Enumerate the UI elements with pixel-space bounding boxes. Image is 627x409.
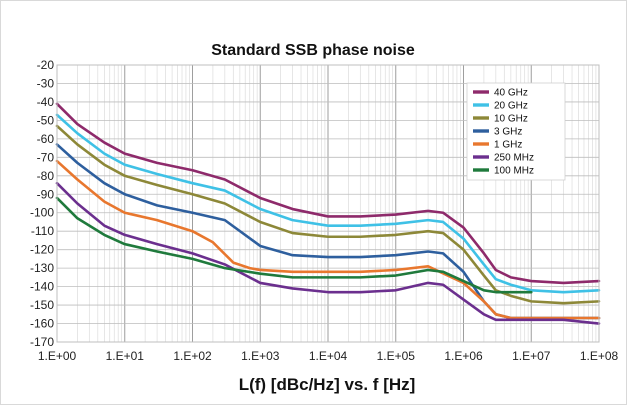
x-axis-ticks: 1.E+00 1.E+01 1.E+02 1.E+03 1.E+04 1.E+05 1.E+… — [38, 349, 619, 363]
series-line — [55, 196, 533, 294]
legend-label: 100 MHz — [494, 166, 534, 177]
y-tick-label: -110 — [31, 224, 54, 238]
series-line — [55, 113, 601, 294]
x-tick-label: 1.E+08 — [580, 349, 619, 363]
y-axis-ticks: -20 -30 -40 -50 -60 -70 -80 -90 -100 -110 -120 -130… — [30, 58, 54, 349]
y-tick-label: -40 — [37, 95, 55, 109]
y-tick-label: -130 — [30, 261, 54, 275]
legend-label: 1 GHz — [494, 140, 522, 151]
y-tick-label: -70 — [37, 150, 55, 164]
y-tick-label: -170 — [30, 335, 54, 349]
series-line — [55, 124, 601, 305]
chart-title: Standard SSB phase noise — [211, 42, 415, 59]
y-tick-label: -50 — [37, 113, 55, 127]
x-tick-label: 1.E+07 — [512, 349, 551, 363]
series-line — [55, 102, 601, 285]
x-axis-label: L(f) [dBc/Hz] vs. f [Hz] — [239, 375, 416, 394]
y-tick-label: -160 — [30, 317, 54, 331]
x-tick-label: 1.E+06 — [444, 349, 483, 363]
legend-label: 10 GHz — [494, 114, 528, 125]
legend-label: 40 GHz — [494, 88, 528, 99]
x-tick-label: 1.E+03 — [241, 349, 280, 363]
y-tick-label: -140 — [30, 280, 54, 294]
y-tick-label: -120 — [30, 243, 54, 257]
series-line — [55, 181, 601, 325]
y-tick-label: -60 — [37, 132, 55, 146]
x-tick-label: 1.E+05 — [377, 349, 416, 363]
y-tick-label: -150 — [30, 298, 54, 312]
y-tick-label: -100 — [30, 206, 54, 220]
y-tick-label: -30 — [37, 76, 55, 90]
series-line — [55, 159, 601, 320]
x-tick-label: 1.E+00 — [38, 349, 77, 363]
series-lines — [55, 102, 601, 325]
x-tick-label: 1.E+04 — [309, 349, 348, 363]
x-tick-label: 1.E+01 — [106, 349, 145, 363]
y-tick-label: -80 — [37, 169, 55, 183]
legend-label: 20 GHz — [494, 101, 528, 112]
legend-label: 250 MHz — [494, 153, 534, 164]
plot-area — [56, 64, 600, 343]
x-tick-label: 1.E+02 — [173, 349, 212, 363]
y-tick-label: -90 — [37, 187, 55, 201]
y-tick-label: -20 — [37, 58, 55, 72]
legend-label: 3 GHz — [494, 127, 522, 138]
legend: 40 GHz 20 GHz 10 GHz 3 GHz 1 GHz 250 MHz 100 M… — [466, 82, 566, 181]
